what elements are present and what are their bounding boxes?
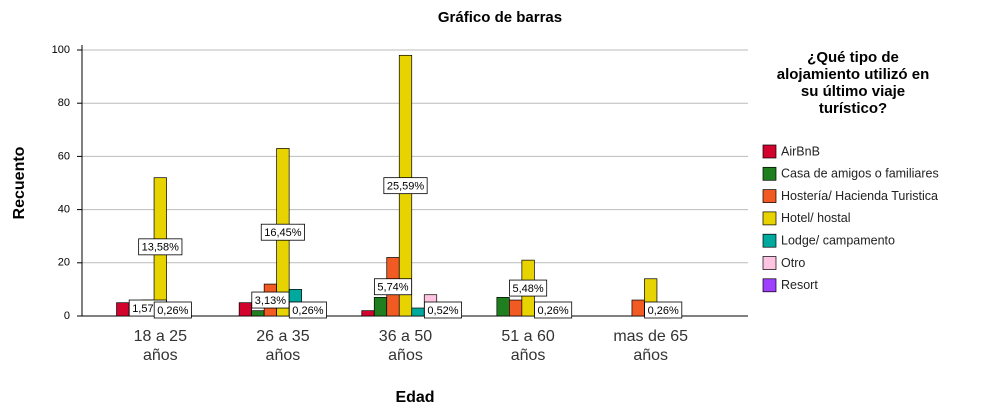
legend-label: Lodge/ campamento (781, 233, 895, 247)
bar (631, 299, 645, 317)
x-tick-label: 51 a 60 años (501, 328, 554, 364)
y-tick-label: 100 (52, 44, 70, 56)
percent-label-text: 0,26% (157, 305, 188, 317)
percent-label-text: 3,13% (255, 295, 286, 307)
percent-label-text: 0,26% (537, 305, 568, 317)
percent-label-box (644, 301, 683, 319)
percent-label-text: 5,48% (512, 283, 543, 295)
percent-label-text: 0,52% (427, 305, 458, 317)
percent-label: 0,52% (423, 301, 463, 319)
x-axis-label: Edad (395, 389, 434, 406)
x-tick-label: 18 a 25 años (134, 328, 187, 364)
x-tick-label: 26 a 35 años (256, 328, 309, 364)
percent-label: 25,59% (383, 177, 428, 195)
x-tick-label: 36 a 50 años (379, 328, 432, 364)
legend-swatch (762, 278, 777, 293)
percent-label: 16,45% (260, 223, 305, 241)
percent-label-box (288, 301, 327, 319)
percent-label-box (153, 301, 192, 319)
legend-label: Casa de amigos o familiares (781, 167, 939, 181)
bar (361, 310, 375, 317)
bar (411, 307, 425, 317)
percent-label-box (260, 223, 305, 241)
y-axis-label: Recuento (11, 146, 28, 219)
percent-label-text: 16,45% (264, 227, 302, 239)
y-tick-label: 40 (58, 204, 70, 216)
percent-label-box (373, 278, 413, 296)
legend-label: Hotel/ hostal (781, 211, 850, 225)
y-tick-label: 80 (58, 97, 70, 109)
bar (238, 302, 252, 317)
chart-title: Gráfico de barras (438, 9, 562, 26)
percent-label-box (534, 301, 573, 319)
percent-label: 0,26% (644, 301, 683, 319)
percent-label: 0,26% (153, 301, 192, 319)
y-tick-label: 0 (64, 310, 70, 322)
percent-label-box (251, 291, 290, 309)
legend-swatch (762, 211, 777, 226)
percent-label-text: 0,26% (292, 305, 323, 317)
legend-swatch (762, 189, 777, 203)
percent-label: 5,74% (373, 278, 413, 296)
legend-swatch (762, 256, 777, 270)
percent-label: 0,26% (534, 301, 573, 319)
percent-label-box (383, 177, 428, 195)
legend-title: ¿Qué tipo de alojamiento utilizó en su últ… (777, 49, 930, 117)
legend-label: Otro (781, 256, 805, 270)
percent-label-text: 13,58% (142, 242, 180, 254)
bar (116, 302, 130, 317)
legend-swatch (762, 166, 777, 181)
legend-label: AirBnB (781, 144, 820, 158)
legend-label: Hostería/ Hacienda Turistica (781, 189, 938, 203)
percent-label-box (509, 279, 548, 297)
bar (496, 297, 510, 317)
percent-label-text: 25,59% (387, 181, 425, 193)
y-tick-label: 20 (58, 257, 70, 269)
bar (509, 299, 523, 317)
percent-label: 0,26% (288, 301, 327, 319)
legend-swatch (762, 144, 777, 159)
bar (373, 297, 388, 317)
percent-label: 13,58% (138, 238, 183, 256)
legend-swatch (762, 233, 777, 248)
bar (251, 310, 265, 317)
percent-label-box (138, 238, 183, 256)
percent-label: 5,48% (509, 279, 548, 297)
legend-label: Resort (781, 278, 818, 292)
percent-label: 3,13% (251, 291, 290, 309)
percent-label-text: 5,74% (377, 282, 408, 294)
x-tick-label: mas de 65 años (613, 328, 688, 364)
percent-label-text: 0,26% (648, 305, 679, 317)
percent-label-box (423, 301, 463, 319)
y-tick-label: 60 (58, 150, 70, 162)
